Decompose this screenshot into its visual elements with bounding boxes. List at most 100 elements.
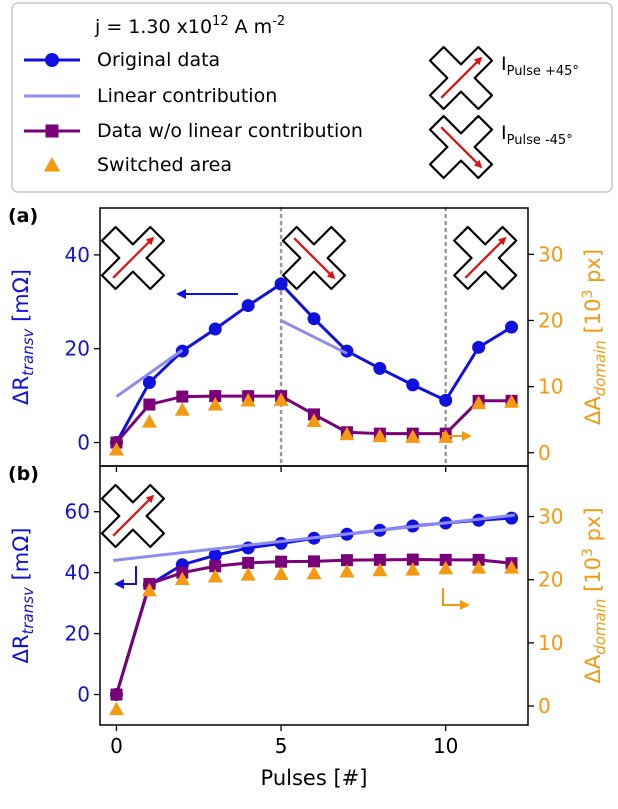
series-linear-contribution bbox=[113, 513, 515, 562]
legend-entry: Original data bbox=[24, 49, 220, 71]
y-tick-label-right: 30 bbox=[538, 505, 563, 529]
y-tick-label-left: 0 bbox=[77, 431, 90, 455]
chart-panel: (a) 0 20 40 0 10 20 30 ΔRtransv [mΩ] ΔAdomain [10… bbox=[8, 205, 609, 472]
legend: j = 1.30 x1012 A m-2 Original data Linear… bbox=[11, 2, 613, 193]
legend-pulse-icons: IPulse +45° IPulse -45° bbox=[428, 45, 579, 180]
data-point bbox=[406, 378, 420, 392]
data-point bbox=[405, 562, 421, 576]
data-point bbox=[471, 395, 487, 410]
y-axis-label-left: ΔRtransv [mΩ] bbox=[9, 528, 37, 664]
cross-pulse-icon bbox=[281, 225, 347, 291]
data-point bbox=[108, 701, 124, 716]
legend-label: Original data bbox=[97, 49, 220, 71]
data-point bbox=[306, 565, 322, 580]
data-point bbox=[174, 571, 190, 586]
data-point bbox=[439, 553, 452, 566]
data-point bbox=[273, 392, 289, 406]
data-point bbox=[405, 429, 421, 443]
data-point bbox=[141, 582, 157, 597]
series-line bbox=[280, 319, 348, 355]
cross-pulse-icon bbox=[428, 114, 494, 180]
legend-label: Data w/o linear contribution bbox=[97, 120, 363, 142]
pulse-arrow-icon bbox=[293, 237, 336, 280]
data-point bbox=[242, 556, 255, 569]
y-tick-label-left: 0 bbox=[77, 683, 90, 707]
data-point bbox=[306, 413, 322, 427]
data-point bbox=[308, 555, 320, 568]
legend-label: Linear contribution bbox=[97, 85, 277, 107]
data-point bbox=[143, 398, 156, 411]
data-point bbox=[471, 560, 487, 574]
data-point bbox=[207, 569, 223, 583]
cross-pulse-icon bbox=[100, 483, 166, 549]
series-linear-contribution bbox=[115, 319, 348, 398]
data-point bbox=[505, 511, 519, 525]
y-tick-label-left: 20 bbox=[65, 337, 90, 361]
data-point bbox=[207, 397, 223, 411]
panel-label: (b) bbox=[8, 463, 39, 485]
y-axis-label-right: ΔAdomain [103 px] bbox=[580, 507, 609, 683]
series-line bbox=[115, 558, 512, 695]
data-point bbox=[108, 441, 124, 456]
right-axis-indicator-arrow bbox=[442, 588, 470, 610]
data-point bbox=[240, 567, 256, 581]
legend-marker bbox=[45, 53, 59, 67]
legend-pulse-entry: IPulse -45° bbox=[428, 114, 573, 180]
pulse-arrow-icon bbox=[440, 56, 483, 99]
pulse-arrow-icon bbox=[440, 126, 483, 169]
current-density-label: j = 1.30 x1012 A m-2 bbox=[94, 14, 285, 38]
legend-label: Switched area bbox=[97, 154, 232, 176]
data-point bbox=[472, 340, 486, 354]
data-point bbox=[340, 554, 353, 567]
data-point bbox=[141, 414, 157, 428]
legend-marker bbox=[45, 124, 59, 138]
data-point bbox=[176, 390, 189, 403]
data-point bbox=[208, 322, 222, 336]
data-point bbox=[372, 428, 388, 443]
data-point bbox=[439, 393, 453, 407]
x-tick-label: 10 bbox=[433, 734, 458, 758]
data-point bbox=[241, 299, 255, 313]
y-tick-label-right: 10 bbox=[538, 375, 563, 399]
y-tick-label-left: 40 bbox=[65, 243, 90, 267]
series-switched-area bbox=[108, 392, 520, 456]
data-point bbox=[504, 560, 520, 574]
legend-entry: Data w/o linear contribution bbox=[24, 120, 363, 142]
x-tick-label: 0 bbox=[110, 734, 123, 758]
y-tick-label-right: 20 bbox=[538, 568, 563, 592]
legend-pulse-entry: IPulse +45° bbox=[428, 45, 579, 111]
y-tick-label-left: 60 bbox=[65, 500, 90, 524]
y-axis-label-right: ΔAdomain [103 px] bbox=[580, 249, 609, 425]
y-tick-label-right: 0 bbox=[538, 694, 551, 718]
data-point bbox=[274, 277, 288, 291]
panels: (a) 0 20 40 0 10 20 30 ΔRtransv [mΩ] ΔAdomain [10… bbox=[8, 205, 609, 790]
data-point bbox=[372, 562, 388, 577]
pulse-direction-label: IPulse +45° bbox=[501, 53, 579, 79]
pulse-direction-label: IPulse -45° bbox=[501, 122, 573, 148]
data-point bbox=[273, 566, 289, 581]
pulse-arrow-icon bbox=[112, 494, 155, 537]
chart-panel: (b) 0 20 40 60 0 10 20 30 0 5 10 Pulses [#] ΔRtransv … bbox=[8, 463, 609, 790]
data-point bbox=[504, 394, 520, 408]
data-point bbox=[406, 553, 419, 566]
y-tick-label-left: 40 bbox=[65, 561, 90, 585]
y-tick-label-left: 20 bbox=[65, 622, 90, 646]
legend-entries: Original data Linear contribution Data w/o… bbox=[24, 49, 363, 176]
legend-marker bbox=[43, 156, 61, 172]
x-tick-label: 5 bbox=[275, 734, 288, 758]
legend-entry: Linear contribution bbox=[24, 85, 277, 107]
legend-entry: Switched area bbox=[43, 154, 232, 176]
data-point bbox=[209, 390, 222, 403]
y-tick-label-right: 0 bbox=[538, 441, 551, 465]
data-point bbox=[373, 361, 387, 375]
data-point bbox=[142, 376, 156, 390]
data-point bbox=[275, 555, 288, 568]
data-point bbox=[505, 320, 519, 334]
data-point bbox=[307, 312, 321, 326]
cross-pulse-icon bbox=[100, 225, 166, 291]
data-point bbox=[110, 688, 123, 701]
data-point bbox=[438, 560, 454, 575]
cross-pulse-icon bbox=[453, 225, 518, 291]
y-axis-label-left: ΔRtransv [mΩ] bbox=[9, 269, 37, 405]
